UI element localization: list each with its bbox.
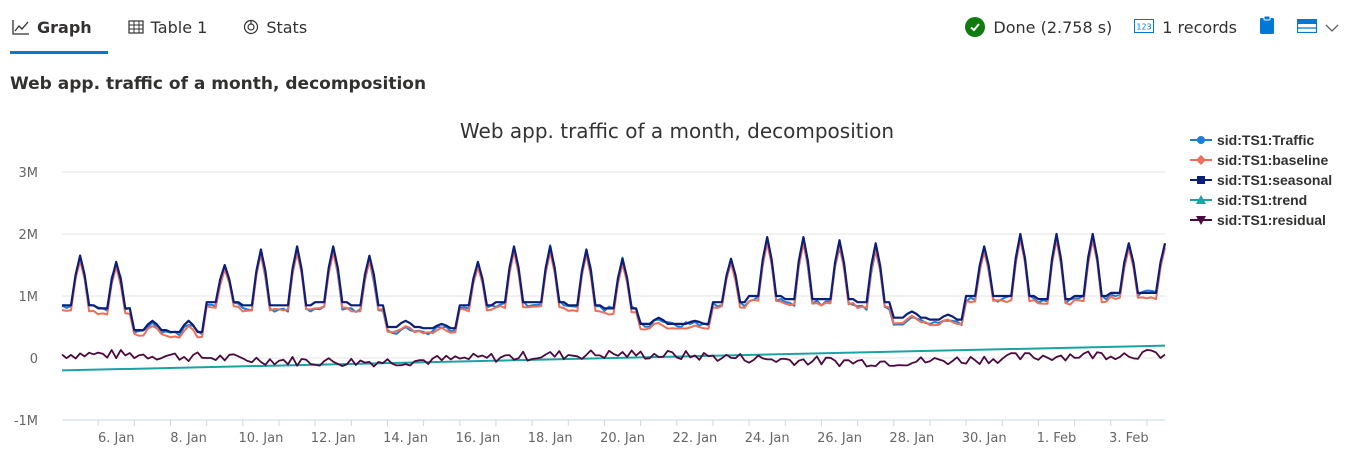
tab-graph-label: Graph bbox=[37, 17, 92, 37]
svg-text:123: 123 bbox=[1137, 22, 1152, 31]
clipboard-icon bbox=[1259, 15, 1275, 39]
x-tick-label: 30. Jan bbox=[962, 431, 1007, 446]
decomposition-chart: Web app. traffic of a month, decompositi… bbox=[14, 119, 1167, 446]
x-tick-label: 20. Jan bbox=[600, 431, 645, 446]
chart-title: Web app. traffic of a month, decompositi… bbox=[460, 119, 894, 143]
table-icon bbox=[128, 20, 144, 34]
legend-label-baseline: sid:TS1:baseline bbox=[1217, 152, 1329, 168]
y-tick-label: 1M bbox=[19, 290, 39, 305]
tab-table-1-label: Table 1 bbox=[150, 17, 208, 37]
y-axis-ticks: -1M 0 1M 2M 3M bbox=[14, 166, 38, 429]
legend-label-traffic: sid:TS1:Traffic bbox=[1217, 132, 1315, 148]
x-tick-label: 10. Jan bbox=[238, 431, 283, 446]
x-tick-label: 6. Jan bbox=[98, 431, 135, 446]
legend-item-residual[interactable]: sid:TS1:residual bbox=[1190, 210, 1332, 230]
x-tick-label: 22. Jan bbox=[672, 431, 717, 446]
x-tick-label: 3. Feb bbox=[1109, 431, 1149, 446]
layout-icon bbox=[1296, 18, 1318, 37]
x-tick-label: 1. Feb bbox=[1037, 431, 1077, 446]
query-status: Done (2.758 s) 123 1 records bbox=[943, 15, 1339, 39]
x-tick-label: 14. Jan bbox=[383, 431, 428, 446]
legend-item-trend[interactable]: sid:TS1:trend bbox=[1190, 190, 1332, 210]
x-tick-label: 16. Jan bbox=[455, 431, 500, 446]
y-tick-label: -1M bbox=[14, 414, 38, 429]
y-tick-label: 3M bbox=[19, 166, 39, 181]
result-tabs: Graph Table 1 Stats bbox=[10, 0, 341, 54]
x-tick-label: 12. Jan bbox=[311, 431, 356, 446]
series-line-trend bbox=[61, 344, 1166, 372]
tab-graph[interactable]: Graph bbox=[10, 0, 108, 54]
legend-label-residual: sid:TS1:residual bbox=[1217, 212, 1326, 228]
x-tick-label: 28. Jan bbox=[889, 431, 934, 446]
legend-item-seasonal[interactable]: sid:TS1:seasonal bbox=[1190, 170, 1332, 190]
tab-stats-label: Stats bbox=[266, 17, 308, 37]
x-tick-label: 18. Jan bbox=[528, 431, 573, 446]
legend-item-baseline[interactable]: sid:TS1:baseline bbox=[1190, 150, 1332, 170]
number-icon: 123 bbox=[1134, 18, 1155, 37]
chevron-down-icon bbox=[1325, 18, 1339, 37]
y-tick-label: 2M bbox=[19, 228, 39, 243]
stats-icon bbox=[243, 19, 259, 35]
legend-label-trend: sid:TS1:trend bbox=[1217, 192, 1308, 208]
check-circle-icon bbox=[965, 17, 986, 37]
tab-table-1[interactable]: Table 1 bbox=[126, 0, 224, 54]
legend-label-seasonal: sid:TS1:seasonal bbox=[1217, 172, 1333, 188]
records-status: 123 1 records bbox=[1134, 18, 1237, 37]
x-tick-label: 26. Jan bbox=[817, 431, 862, 446]
x-tick-label: 24. Jan bbox=[745, 431, 790, 446]
line-chart-icon bbox=[12, 19, 30, 35]
series-line-baseline bbox=[61, 238, 1166, 339]
series-line-traffic bbox=[61, 234, 1166, 337]
series-line-seasonal bbox=[62, 232, 1167, 334]
x-axis-ticks: 6. Jan 8. Jan 10. Jan 12. Jan 14. Jan 16. Jan… bbox=[97, 420, 1149, 446]
results-toolbar: Graph Table 1 Stats Done (2.758 s) 123 bbox=[0, 0, 1353, 54]
tab-stats[interactable]: Stats bbox=[241, 0, 323, 54]
series-line-residual bbox=[61, 349, 1166, 368]
legend-item-traffic[interactable]: sid:TS1:Traffic bbox=[1190, 130, 1332, 150]
page-subtitle: Web app. traffic of a month, decompositi… bbox=[10, 74, 427, 94]
y-tick-label: 0 bbox=[30, 352, 38, 367]
layout-menu-button[interactable] bbox=[1296, 18, 1339, 37]
records-label: 1 records bbox=[1162, 17, 1237, 37]
chart-legend: sid:TS1:Traffic sid:TS1:baseline sid:TS1… bbox=[1190, 130, 1332, 230]
done-label: Done (2.758 s) bbox=[993, 17, 1113, 37]
series-lines bbox=[61, 232, 1167, 372]
clipboard-button[interactable] bbox=[1259, 15, 1275, 39]
done-status: Done (2.758 s) bbox=[965, 17, 1112, 37]
x-tick-label: 8. Jan bbox=[170, 431, 207, 446]
